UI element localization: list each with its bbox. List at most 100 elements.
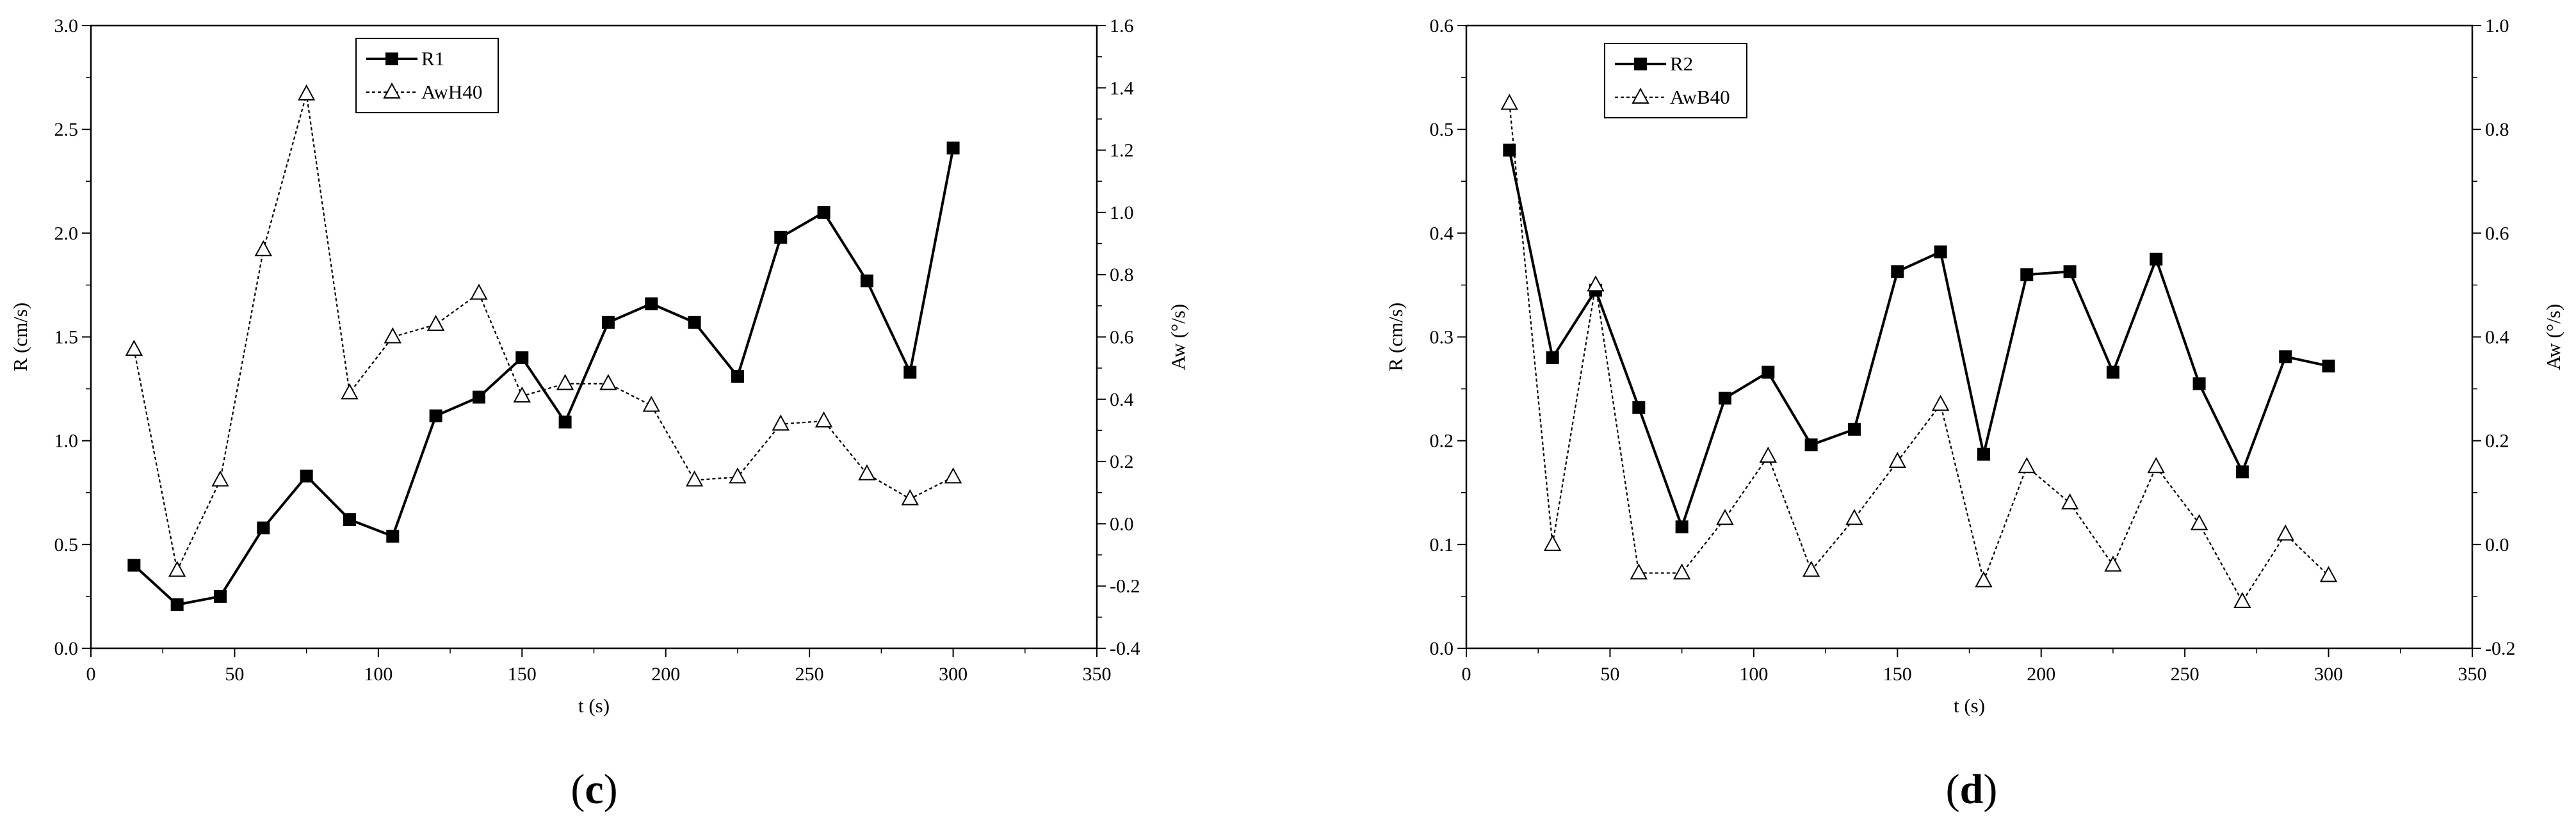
legend-entry-awb40: AwB40 [1615,86,1730,108]
data-point-triangle [2276,524,2294,541]
data-point-square [515,351,529,364]
legend-swatch-marker [1632,87,1649,104]
y2-tick-label: 1.0 [2485,15,2509,36]
y-tick-label: 0.5 [54,534,79,555]
y2-axis-title: Aw (°/s) [1167,304,1189,370]
x-tick-label: 350 [2458,664,2487,685]
data-point-triangle [814,411,833,427]
y2-tick-label: 0.4 [1110,389,1134,410]
data-point-triangle [2147,457,2165,474]
data-point-square [2235,465,2249,479]
y-axis-title: R (cm/s) [1384,303,1407,372]
data-point-triangle [1587,275,1605,292]
x-tick-label: 100 [1739,664,1768,685]
y2-tick-label: 0.8 [2485,119,2509,140]
data-point-square [213,589,227,603]
data-point-triangle [1802,561,1820,577]
data-point-square [257,521,270,534]
data-point-square [1546,351,1559,364]
plot-frame [1465,24,2474,650]
y2-tick-label: -0.4 [1110,638,1140,659]
y-axis-left: 0.0 0.1 0.2 0.3 0.4 0.5 0.6 [1430,15,1466,659]
y2-tick-label: 0.0 [1110,513,1134,534]
x-tick-label: 0 [1462,664,1471,685]
panel-label: (d) [1946,766,1998,813]
data-point-square [1891,265,1904,278]
y-tick-label: 0.3 [1430,327,1454,348]
data-point-square [1847,422,1861,436]
legend: R1 AwH40 [355,38,499,113]
data-point-triangle [254,240,272,257]
data-point-triangle [901,489,919,506]
legend-swatch-marker [1634,58,1647,70]
data-point-triangle [2104,555,2122,572]
y-tick-label: 0.0 [1430,638,1454,659]
data-point-triangle [384,327,401,344]
y2-tick-label: -0.2 [1110,576,1140,597]
data-point-triangle [1931,394,1950,411]
legend-label: AwH40 [421,81,482,103]
y2-tick-label: 1.0 [1110,202,1134,223]
y2-tick-label: 0.2 [2485,431,2509,452]
y2-tick-label: -0.2 [2485,638,2516,659]
data-point-square [1675,520,1689,534]
data-point-square [2020,268,2034,282]
data-point-square [1977,447,1990,461]
y-tick-label: 1.0 [54,431,79,452]
data-point-triangle [2190,514,2208,531]
x-tick-label: 250 [2171,664,2199,685]
y-tick-label: 2.0 [54,223,79,244]
y2-tick-label: 1.2 [1110,140,1134,161]
y-tick-label: 2.5 [54,119,79,140]
data-point-triangle [1975,571,1993,587]
y2-tick-label: 0.6 [1110,327,1134,348]
panel-label-close: ) [1983,766,1997,813]
legend-entry-r2: R2 [1615,52,1693,75]
panel-label-letter: d [1960,766,1984,813]
y-axis-right: -0.2 0.0 0.2 0.4 0.6 0.8 1.0 [2472,15,2516,659]
data-point-square [817,205,830,219]
legend-label: R1 [421,47,444,70]
data-point-square [774,230,788,244]
data-point-triangle [168,561,186,577]
data-point-triangle [211,470,229,487]
y-tick-label: 3.0 [54,15,79,36]
data-point-square [946,141,960,155]
chart-panel-d: 0 50 100 150 200 250 300 350 0.0 0.1 0.2 0.3 0.4 0.5… [1384,15,2564,813]
data-point-triangle [1500,93,1519,110]
x-tick-label: 200 [651,664,680,685]
data-point-triangle [2233,591,2251,609]
data-point-triangle [685,470,704,487]
data-point-square [300,469,313,483]
x-axis-title: t (s) [578,694,610,717]
data-point-triangle [297,84,316,101]
y2-axis-title: Aw (°/s) [2542,304,2564,370]
y2-tick-label: 0.2 [1110,451,1134,472]
data-point-square [127,559,141,572]
y2-tick-label: 0.6 [2485,223,2509,244]
y2-tick-label: 1.6 [1110,15,1134,36]
data-point-square [170,598,184,611]
legend-box [355,38,499,113]
data-point-square [343,513,356,526]
data-point-triangle [1543,534,1562,551]
data-point-triangle [1716,509,1734,525]
data-point-triangle [729,467,747,484]
series-layer [125,84,962,611]
y-tick-label: 1.5 [54,327,79,348]
x-axis: 0 50 100 150 200 250 300 350 [1462,648,2487,685]
legend-label: AwB40 [1670,86,1730,108]
plot-frame [90,24,1098,650]
x-tick-label: 50 [1600,664,1619,685]
y-axis-right: -0.4 -0.2 0.0 0.2 0.4 0.6 0.8 1.0 1.2 1.4 1.6 [1097,15,1140,659]
data-point-square [731,370,744,383]
x-tick-label: 150 [1883,664,1912,685]
x-tick-label: 50 [225,664,244,685]
data-point-square [386,529,400,543]
y-tick-label: 0.5 [1430,119,1454,140]
data-point-triangle [1759,446,1777,463]
x-axis-title: t (s) [1954,694,1985,717]
x-tick-label: 350 [1083,664,1112,685]
data-point-square [601,316,615,329]
